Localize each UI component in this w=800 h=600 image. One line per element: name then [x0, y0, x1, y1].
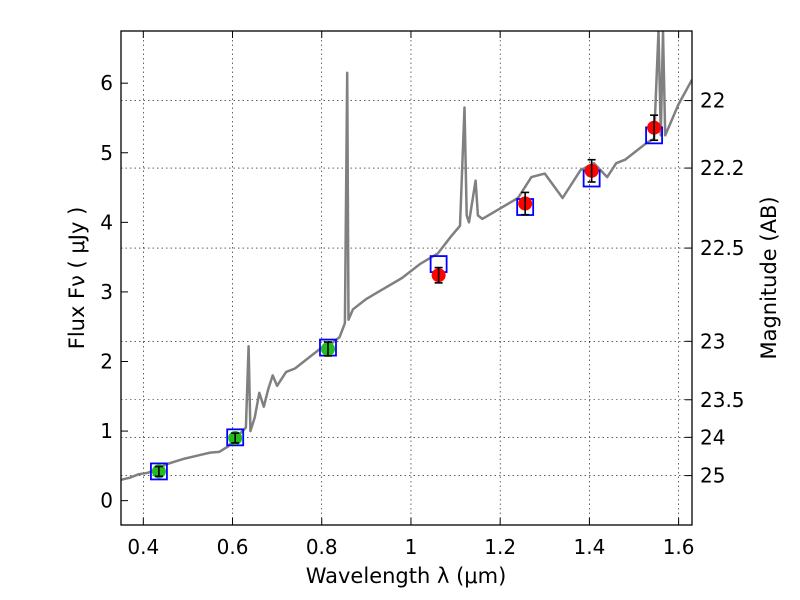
y-tick-label: 4	[100, 210, 113, 234]
y-tick-label: 2	[100, 349, 113, 373]
y2-tick-label: 22.2	[700, 156, 745, 180]
y2-tick-label: 25	[700, 464, 725, 488]
x-tick-label: 1.4	[573, 535, 605, 559]
model-photometry-box	[226, 428, 245, 447]
plot-area	[121, 31, 692, 482]
x-tick-label: 1.6	[663, 535, 695, 559]
x-tick-label: 0.6	[217, 535, 249, 559]
y-tick-label: 6	[100, 71, 113, 95]
y2-tick-label: 22	[700, 89, 725, 113]
gridlines	[121, 31, 692, 525]
y-tick-label: 5	[100, 141, 113, 165]
y-tick-label: 3	[100, 280, 113, 304]
x-tick-label: 1	[405, 535, 418, 559]
plot-content	[121, 31, 692, 482]
y2-tick-label: 24	[700, 425, 725, 449]
x-axis-label: Wavelength λ (μm)	[306, 564, 507, 588]
axis-ticks: 0.4 0.6 0.8 1 1.2 1.4 1.601234562222.222.52323…	[100, 31, 745, 559]
y-tick-label: 1	[100, 419, 113, 443]
x-tick-label: 0.4	[127, 535, 159, 559]
model-spectrum-line	[121, 31, 692, 482]
plot-frame	[120, 30, 693, 526]
y-tick-label: 0	[100, 489, 113, 513]
y-axis-label: Flux Fν ( μJy )	[65, 207, 89, 350]
y2-tick-label: 23	[700, 329, 725, 353]
y2-tick-label: 22.5	[700, 236, 745, 260]
right-axis-label: Magnitude (AB)	[757, 196, 781, 359]
model-photometry-box	[150, 462, 168, 481]
x-tick-label: 0.8	[306, 535, 338, 559]
x-tick-label: 1.2	[484, 535, 516, 559]
y2-tick-label: 23.5	[700, 388, 745, 412]
